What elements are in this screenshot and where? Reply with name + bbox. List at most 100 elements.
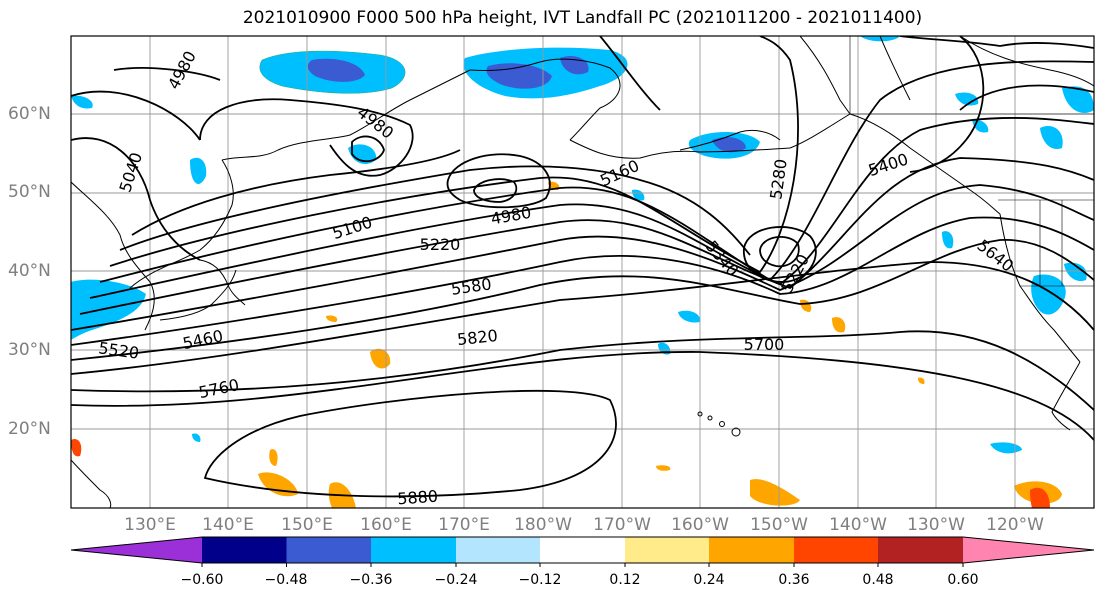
- pos-anomaly-region: [326, 315, 338, 322]
- contour-line: [131, 149, 461, 236]
- lon-label: 160°E: [360, 515, 412, 535]
- contour-label: 5760: [197, 375, 241, 402]
- lon-label: 140°W: [829, 515, 887, 535]
- lon-label: 150°E: [281, 515, 333, 535]
- contour-line: [909, 36, 985, 173]
- neg-anomaly-region: [632, 189, 645, 201]
- contour-label: 5280: [766, 158, 790, 201]
- colorbar-tick-label: −0.48: [264, 572, 308, 588]
- colorbar-tick-label: −0.12: [518, 572, 562, 588]
- neg-anomaly-region: [678, 310, 701, 323]
- colorbar-tick-label: 0.36: [778, 572, 810, 588]
- coastlines: [71, 36, 1094, 508]
- contour-line: [473, 178, 518, 203]
- contour-line: [71, 137, 201, 261]
- lat-label: 20°N: [8, 419, 51, 439]
- contour-label: 5040: [115, 150, 146, 195]
- colorbar-segment: [794, 537, 878, 563]
- contour-line: [71, 351, 1094, 441]
- neg-anomaly-region: [348, 144, 377, 164]
- contour-line: [71, 330, 1094, 411]
- colorbar-segment: [709, 537, 794, 563]
- contour-line: [71, 261, 1094, 375]
- colorbar-segment: [456, 537, 540, 563]
- contour-label: 5400: [866, 149, 911, 180]
- contour-labels: 4980 4980 4980 5040 5100 5160 5220 5220 …: [97, 48, 1017, 509]
- contour-line: [119, 165, 751, 256]
- contour-line: [999, 42, 1094, 49]
- colorbar-tick-label: −0.24: [434, 572, 478, 588]
- neg-anomaly-region: [1040, 126, 1063, 150]
- lon-label: 130°W: [907, 515, 965, 535]
- contour-line: [743, 226, 817, 283]
- contour-line: [99, 60, 1094, 283]
- colorbar-tick-label: −0.36: [349, 572, 393, 588]
- pos-anomaly-region: [269, 449, 278, 466]
- contour-line: [113, 67, 221, 81]
- neg-anomaly-region: [942, 231, 954, 249]
- neg-anomaly-region: [71, 95, 93, 109]
- lon-label: 170°E: [438, 515, 490, 535]
- contour-line: [71, 239, 1094, 361]
- contour-line: [109, 36, 799, 274]
- contour-label: 5460: [181, 326, 225, 353]
- contour-line: [759, 236, 800, 268]
- hawaii-islands: [697, 411, 741, 437]
- contour-line: [599, 36, 661, 111]
- lon-label: 180°W: [514, 515, 572, 535]
- lat-label: 50°N: [8, 182, 51, 202]
- map-frame: [70, 35, 1095, 509]
- borders: [849, 36, 1094, 287]
- pos-anomaly-region: [832, 317, 846, 333]
- lon-label: 150°W: [750, 515, 808, 535]
- ivt-shading: [71, 36, 1094, 508]
- graticule: [71, 36, 1094, 508]
- colorbar-segment: [540, 537, 625, 563]
- pos-anomaly-region: [918, 377, 925, 384]
- neg-anomaly-region: [190, 157, 207, 184]
- pos-anomaly-region: [800, 299, 812, 312]
- contour-line: [351, 135, 385, 163]
- lat-label: 30°N: [8, 340, 51, 360]
- contour-line: [199, 98, 414, 177]
- lon-label: 170°W: [593, 515, 651, 535]
- neg-anomaly-region: [712, 137, 746, 153]
- lon-label: 140°E: [202, 515, 254, 535]
- pos-anomaly-region: [750, 479, 800, 506]
- colorbar-segment: [878, 537, 963, 563]
- figure-title: 2021010900 F000 500 hPa height, IVT Land…: [242, 8, 923, 28]
- contour-line: [71, 216, 1094, 346]
- neg-anomaly-region: [71, 279, 146, 340]
- colorbar-extend-low: [71, 537, 202, 563]
- colorbar-segment: [625, 537, 709, 563]
- contour-line: [89, 117, 1094, 299]
- colorbar-tick-label: 0.12: [609, 572, 641, 588]
- contour-label: 5880: [397, 487, 439, 509]
- neg-anomaly-region: [990, 442, 1022, 454]
- neg-anomaly-region: [192, 433, 201, 442]
- lon-label: 160°W: [671, 515, 729, 535]
- contour-line: [203, 389, 617, 498]
- pos-anomaly-region: [258, 472, 298, 497]
- pos-anomaly-region: [1030, 487, 1050, 508]
- lon-label: 120°W: [986, 515, 1044, 535]
- colorbar-segment: [202, 537, 287, 563]
- neg-anomaly-region: [307, 58, 365, 82]
- colorbar: [70, 536, 1095, 567]
- contour-label: 5700: [744, 335, 785, 354]
- contour-line: [959, 84, 1094, 111]
- contour-label: 5520: [97, 338, 140, 362]
- contour-line: [71, 184, 1094, 331]
- neg-anomaly-region: [860, 36, 900, 42]
- colorbar-tick-label: 0.24: [693, 572, 725, 588]
- contour-line: [446, 153, 551, 209]
- pos-anomaly-region: [370, 348, 391, 369]
- contour-line: [79, 157, 1094, 315]
- pos-anomaly-region: [656, 465, 671, 471]
- colorbar-segment: [286, 537, 371, 563]
- contour-label: 5220: [420, 235, 461, 254]
- colorbar-tick-label: 0.48: [862, 572, 894, 588]
- neg-anomaly-region: [955, 92, 979, 106]
- contour-label: 5580: [450, 274, 493, 298]
